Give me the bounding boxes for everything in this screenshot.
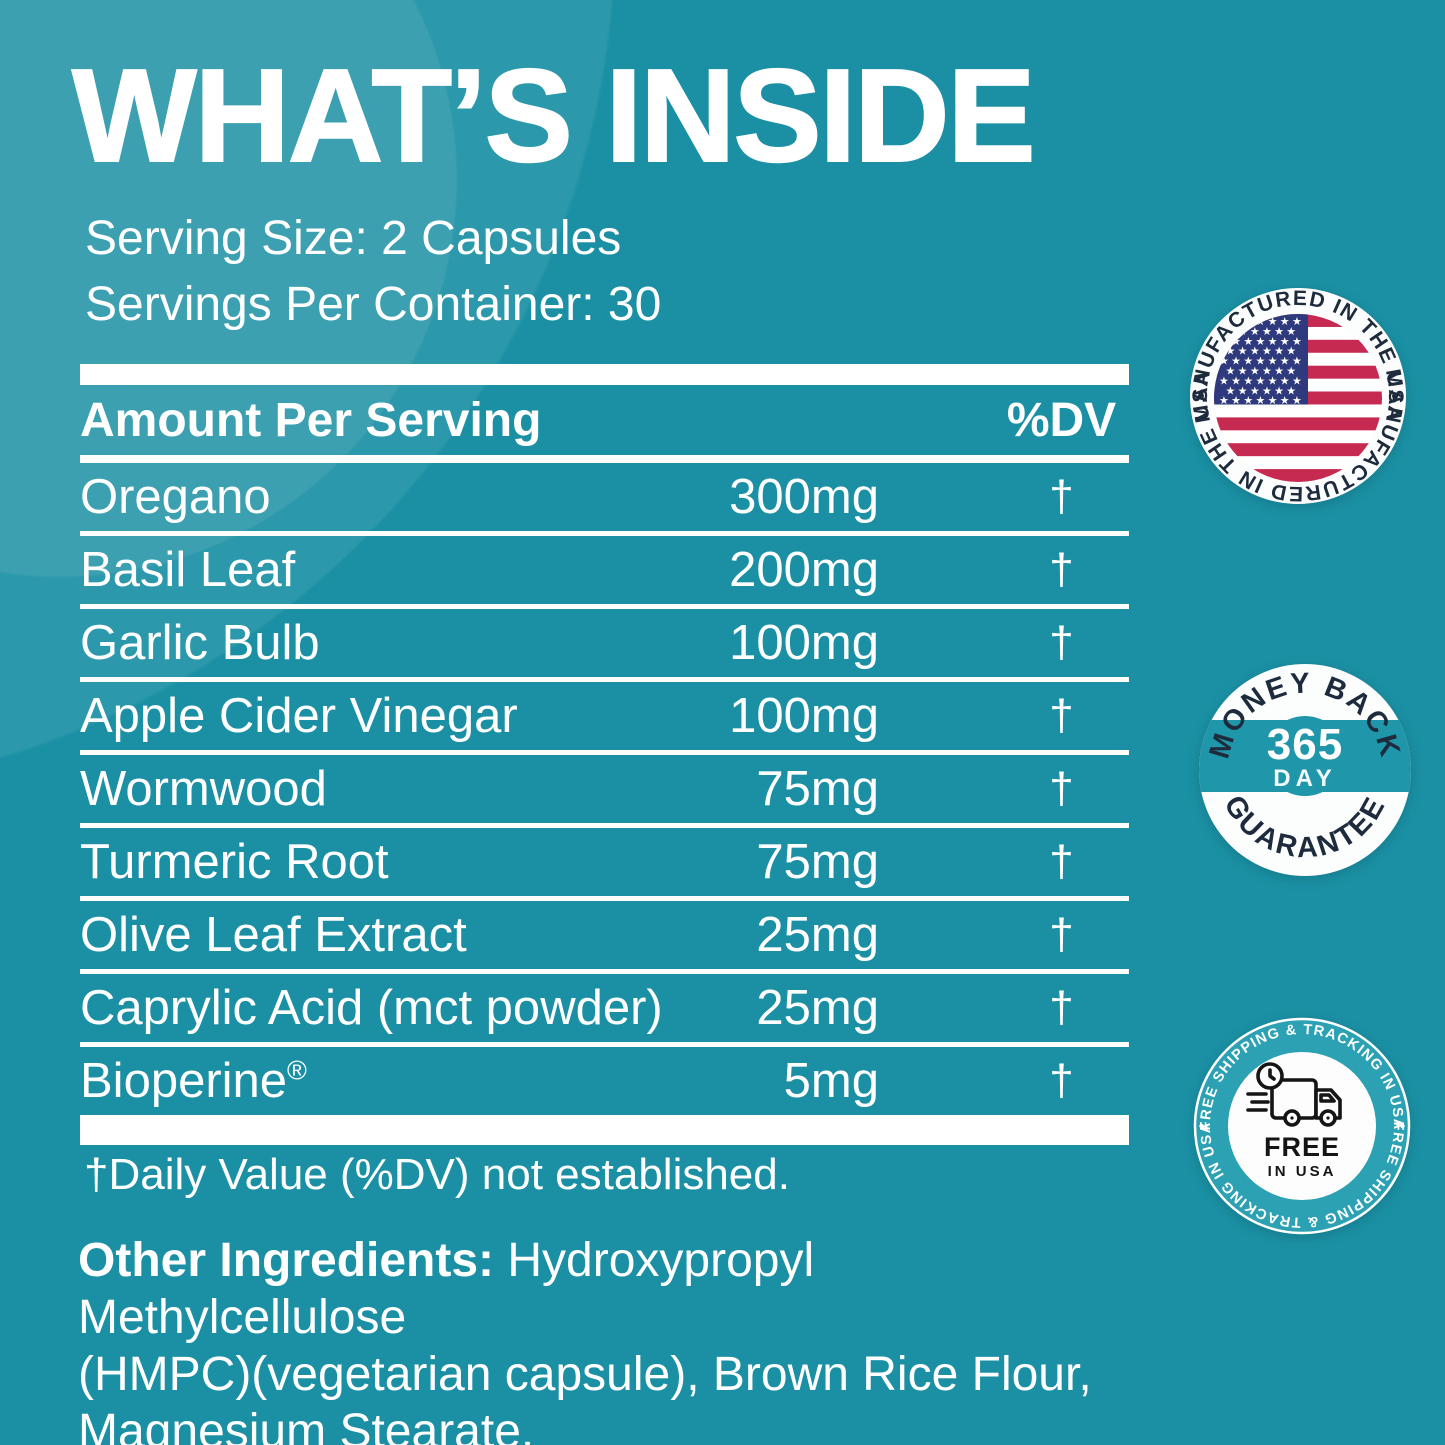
shipping-in-usa-text: IN USA [1268,1163,1337,1180]
ingredient-name: Olive Leaf Extract [80,908,467,962]
ingredient-amount: 75mg [756,835,879,889]
ingredient-name: Garlic Bulb [80,616,320,670]
free-shipping-badge: FREE SHIPPING & TRACKING IN USA FREE SHI… [1192,1016,1412,1236]
dv-footnote: †Daily Value (%DV) not established. [84,1150,790,1199]
table-row: Turmeric Root 75mg † [80,828,1129,901]
table-row: Apple Cider Vinegar 100mg † [80,682,1129,755]
table-row: Caprylic Acid (mct powder) 25mg † [80,974,1129,1047]
shipping-free-text: FREE [1264,1132,1340,1162]
ingredient-amount: 5mg [783,1054,879,1108]
svg-text:★★★★★★: ★★★★★★ [1226,385,1299,397]
usa-flag-icon: ★★★★★★ ★ ★★★★★★ ★★★★★★ ★ ★★★★★★ ★★★★★★ ★ ★★… [1189,287,1406,505]
money-back-guarantee-badge: MONEY BACK GUARANTEE 365 DAY [1197,662,1413,878]
ingredient-dv: † [1049,910,1074,959]
ingredient-name: Wormwood [80,762,327,816]
other-ingredients: Other Ingredients: Hydroxypropyl Methylc… [78,1232,1153,1445]
table-row: Bioperine® 5mg † [80,1047,1129,1115]
table-row: Wormwood 75mg † [80,755,1129,828]
money-back-days-unit: DAY [1273,765,1336,792]
ingredient-dv: † [1049,1056,1074,1105]
ingredient-dv: † [1049,618,1074,667]
serving-size-text: Serving Size: 2 Capsules [85,212,622,265]
table-bottom-rule [80,1115,1129,1145]
money-back-days-number: 365 [1267,720,1343,769]
delivery-truck-icon [1246,1062,1342,1127]
svg-text:★★★★★★★: ★★★★★★★ [1219,356,1304,368]
shipping-seal-icon: FREE SHIPPING & TRACKING IN USA FREE SHI… [1193,1017,1411,1235]
ingredient-name: Oregano [80,470,271,524]
svg-text:★★★★★★: ★★★★★★ [1226,366,1299,378]
table-top-rule [80,364,1129,385]
ingredient-dv: † [1049,764,1074,813]
column-header-dv: %DV [1006,393,1117,447]
page-title: WHAT’S INSIDE [71,41,1037,190]
table-row: Olive Leaf Extract 25mg † [80,901,1129,974]
ingredient-name: Basil Leaf [80,543,296,597]
table-row: Garlic Bulb 100mg † [80,609,1129,682]
svg-text:★★★★★★★: ★★★★★★★ [1219,395,1304,407]
ingredient-dv: † [1049,691,1074,740]
other-ingredients-line1: Hydroxypropyl Methylcellulose [78,1234,815,1344]
table-header-row: Amount Per Serving %DV [80,385,1129,455]
ingredient-amount: 100mg [729,616,879,670]
serving-info: Serving Size: 2 Capsules Servings Per Co… [85,206,661,338]
servings-per-container-text: Servings Per Container: 30 [85,278,662,331]
ingredient-dv: † [1049,545,1074,594]
ingredient-name: Bioperine® [80,1054,307,1108]
ingredient-name: Turmeric Root [80,835,389,889]
ingredient-name: Caprylic Acid (mct powder) [80,981,663,1035]
other-ingredients-label: Other Ingredients: [78,1234,495,1287]
other-ingredients-line3: Magnesium Stearate. [78,1405,535,1445]
ingredient-name: Apple Cider Vinegar [80,689,518,743]
svg-text:★★★★★★★: ★★★★★★★ [1219,375,1304,387]
guarantee-seal-icon: MONEY BACK GUARANTEE 365 DAY [1199,664,1411,876]
ingredient-amount: 100mg [729,689,879,743]
other-ingredients-line2: (HMPC)(vegetarian capsule), Brown Rice F… [78,1348,1092,1401]
ingredient-amount: 300mg [729,470,879,524]
ingredient-table: Oregano 300mg † Basil Leaf 200mg † Garli… [80,463,1129,1115]
svg-text:★★★★★★: ★★★★★★ [1226,346,1299,358]
svg-text:★★★★★★★: ★★★★★★★ [1219,336,1304,348]
made-in-usa-badge: ★★★★★★ ★ ★★★★★★ ★★★★★★ ★ ★★★★★★ ★★★★★★ ★ ★★… [1188,286,1408,506]
table-row: Basil Leaf 200mg † [80,536,1129,609]
ingredient-dv: † [1049,472,1074,521]
column-header-amount-per-serving: Amount Per Serving [80,393,542,447]
ingredient-amount: 200mg [729,543,879,597]
ingredient-dv: † [1049,983,1074,1032]
table-row: Oregano 300mg † [80,463,1129,536]
ingredient-amount: 75mg [756,762,879,816]
ingredient-amount: 25mg [756,981,879,1035]
ingredient-amount: 25mg [756,908,879,962]
table-header-rule [80,455,1129,463]
ingredient-dv: † [1049,837,1074,886]
clock-icon [1256,1062,1284,1090]
